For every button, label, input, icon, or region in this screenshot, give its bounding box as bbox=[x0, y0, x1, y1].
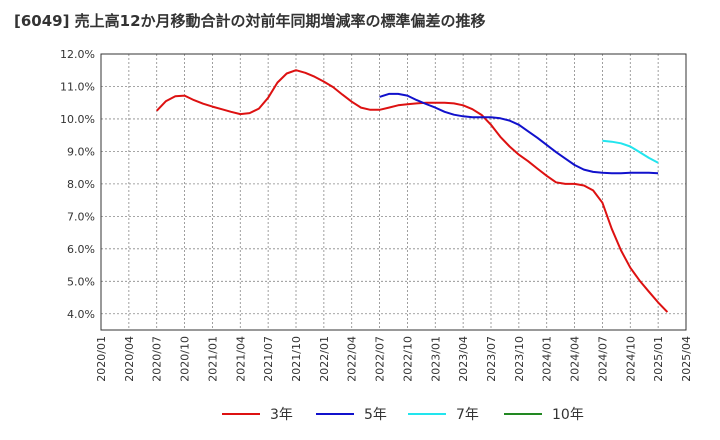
legend-label-10y: 10年 bbox=[552, 407, 584, 423]
series-line-3y bbox=[155, 69, 669, 313]
line-chart: 4.0%5.0%6.0%7.0%8.0%9.0%10.0%11.0%12.0% … bbox=[60, 48, 693, 382]
x-tick-label: 2023/04 bbox=[457, 336, 470, 382]
y-tick-label: 4.0% bbox=[67, 308, 95, 321]
legend-item-3y: 3年 bbox=[222, 402, 293, 426]
x-tick-label: 2022/07 bbox=[374, 336, 387, 382]
x-tick-label: 2023/01 bbox=[429, 336, 442, 382]
x-tick-label: 2024/01 bbox=[541, 336, 554, 382]
x-tick-label: 2021/07 bbox=[262, 336, 275, 382]
x-axis-ticks: 2020/01 2020/04 2020/07 2020/10 2021/01 2021/… bbox=[95, 336, 693, 382]
legend-swatch-5y bbox=[316, 413, 354, 415]
x-tick-label: 2022/01 bbox=[318, 336, 331, 382]
y-axis-ticks: 4.0% 5.0% 6.0% 7.0% 8.0% 9.0% 10.0% 11.0% 12.0% bbox=[60, 48, 95, 321]
legend-swatch-10y bbox=[504, 413, 542, 415]
x-tick-label: 2021/04 bbox=[234, 336, 247, 382]
legend-item-10y: 10年 bbox=[504, 402, 584, 426]
y-tick-label: 9.0% bbox=[67, 145, 95, 158]
y-tick-label: 8.0% bbox=[67, 178, 95, 191]
x-tick-label: 2020/07 bbox=[151, 336, 164, 382]
x-tick-label: 2020/04 bbox=[123, 336, 136, 382]
x-tick-label: 2020/10 bbox=[179, 336, 192, 382]
x-tick-label: 2025/01 bbox=[652, 336, 665, 382]
legend-item-7y: 7年 bbox=[408, 402, 479, 426]
y-tick-label: 7.0% bbox=[67, 210, 95, 223]
y-tick-label: 5.0% bbox=[67, 275, 95, 288]
legend: 3年 5年 7年 10年 bbox=[0, 402, 720, 426]
plot-area-border bbox=[100, 53, 687, 331]
y-tick-label: 11.0% bbox=[60, 80, 95, 93]
x-tick-label: 2020/01 bbox=[95, 336, 108, 382]
x-tick-label: 2022/10 bbox=[401, 336, 414, 382]
x-tick-label: 2023/07 bbox=[485, 336, 498, 382]
x-tick-label: 2021/10 bbox=[290, 336, 303, 382]
grid-lines bbox=[100, 53, 687, 330]
y-tick-label: 10.0% bbox=[60, 113, 95, 126]
x-tick-label: 2024/10 bbox=[624, 336, 637, 382]
x-tick-label: 2021/01 bbox=[206, 336, 219, 382]
legend-label-3y: 3年 bbox=[270, 407, 293, 423]
series-lines bbox=[155, 69, 669, 313]
x-tick-label: 2024/04 bbox=[569, 336, 582, 382]
legend-item-5y: 5年 bbox=[316, 402, 387, 426]
x-tick-label: 2024/07 bbox=[596, 336, 609, 382]
x-tick-label: 2022/04 bbox=[346, 336, 359, 382]
legend-label-7y: 7年 bbox=[456, 407, 479, 423]
legend-swatch-7y bbox=[408, 413, 446, 415]
x-tick-label: 2023/10 bbox=[513, 336, 526, 382]
legend-label-5y: 5年 bbox=[364, 407, 387, 423]
series-line-7y bbox=[602, 139, 659, 164]
series-line-5y bbox=[379, 92, 659, 175]
chart-title: [6049] 売上高12か月移動合計の対前年同期増減率の標準偏差の推移 bbox=[14, 12, 486, 30]
legend-swatch-3y bbox=[222, 413, 260, 415]
y-tick-label: 6.0% bbox=[67, 243, 95, 256]
y-tick-label: 12.0% bbox=[60, 48, 95, 61]
x-tick-label: 2025/04 bbox=[680, 336, 693, 382]
